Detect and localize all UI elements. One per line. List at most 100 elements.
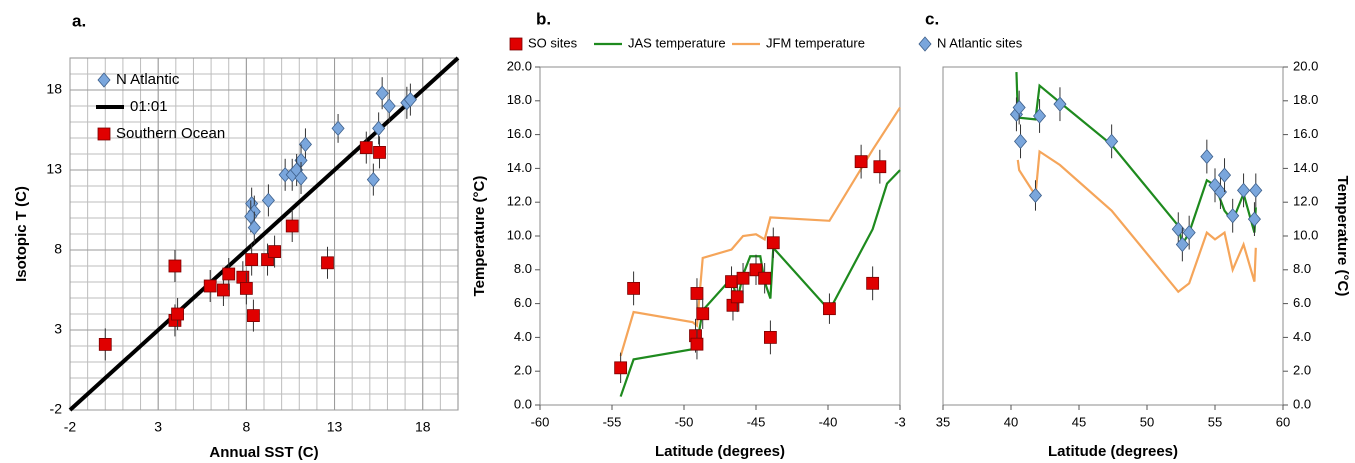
data-point [375,85,389,101]
data-point [1012,99,1026,116]
x-tick-label: 8 [242,419,250,435]
y-tick-label: 20.0 [1293,58,1318,73]
y-tick-label: 18 [46,81,62,97]
data-point [203,279,217,293]
legend-label: N Atlantic sites [937,35,1023,50]
data-point [1013,133,1028,149]
y-tick-label: 18.0 [1293,92,1318,107]
data-point [758,271,772,285]
data-point [696,307,710,321]
legend-symbol [97,127,111,141]
legend-label: SO sites [528,35,578,50]
legend-symbol [918,36,932,52]
y-tick-label: 18.0 [507,92,532,107]
x-axis-title: Annual SST (C) [209,444,318,461]
legend-symbol [97,72,111,88]
data-point [730,290,744,304]
y-tick-label: 2.0 [1293,363,1311,378]
y-tick-label: 10.0 [1293,227,1318,242]
data-point [1200,148,1214,165]
y-tick-label: 13 [46,161,62,177]
data-point [245,253,259,267]
y-tick-label: 8.0 [514,261,532,276]
legend-symbol [509,37,523,51]
data-point [247,309,260,323]
data-point [854,155,868,169]
y-tick-label: 6.0 [514,295,532,310]
y-tick-label: 4.0 [514,329,532,344]
data-point [285,219,299,233]
data-point [359,141,373,155]
y-tick-label: 3 [54,321,62,337]
x-tick-label: -55 [603,414,622,429]
data-point [268,245,281,259]
y-tick-label: 2.0 [514,363,532,378]
data-point [764,330,777,344]
data-point [331,120,345,137]
x-tick-label: -2 [64,419,77,435]
x-tick-label: -50 [675,414,694,429]
data-point [321,256,334,270]
panel-label: b. [536,9,551,28]
x-tick-label: 60 [1276,414,1290,429]
legend-label: 01:01 [130,98,168,115]
y-tick-label: 6.0 [1293,295,1311,310]
y-tick-label: -2 [50,401,63,417]
series-line [1016,149,1257,294]
x-tick-label: -60 [531,414,550,429]
y-tick-label: 12.0 [507,194,532,209]
data-point [866,276,880,290]
y-tick-label: 14.0 [507,160,532,175]
x-tick-label: 13 [327,419,343,435]
y-tick-label: 12.0 [1293,194,1318,209]
x-tick-label: 45 [1072,414,1086,429]
y-tick-label: 20.0 [507,58,532,73]
x-tick-label: 18 [415,419,431,435]
data-point [298,136,312,153]
y-tick-label: 0.0 [514,396,532,411]
data-point [1175,236,1189,253]
data-point [1247,211,1261,227]
data-point [168,259,182,273]
legend-label: Southern Ocean [116,125,225,142]
x-tick-label: 55 [1208,414,1222,429]
data-point [1171,221,1185,237]
data-point [1033,108,1047,124]
data-point [690,287,704,300]
x-axis-title: Latitude (degrees) [655,443,785,460]
y-tick-label: 8 [54,241,62,257]
legend-label: JFM temperature [766,35,865,50]
y-tick-label: 4.0 [1293,329,1311,344]
data-point [1053,96,1067,112]
data-point [627,281,640,295]
x-tick-label: 35 [936,414,950,429]
x-tick-label: -45 [747,414,766,429]
data-point [222,267,236,281]
data-point [725,275,738,289]
data-point [1226,208,1240,224]
data-point [690,337,704,351]
y-tick-label: 8.0 [1293,261,1311,276]
y-tick-label: 16.0 [507,126,532,141]
data-point [823,302,836,316]
data-point [873,160,887,174]
legend-label: JAS temperature [628,35,726,50]
panel-label: a. [72,11,86,30]
y-tick-label: 10.0 [507,227,532,242]
y-axis-title: Temperature (°C) [1334,176,1351,297]
data-point [247,219,261,236]
data-point [1105,133,1119,149]
data-point [372,120,386,137]
x-tick-label: 3 [154,419,162,435]
x-tick-label: 40 [1004,414,1018,429]
data-point [236,270,250,284]
data-point [171,307,184,321]
y-tick-label: 14.0 [1293,160,1318,175]
y-tick-label: 16.0 [1293,126,1318,141]
data-point [1217,167,1232,183]
y-tick-label: 0.0 [1293,396,1311,411]
data-point [614,361,628,375]
data-point [736,271,750,285]
data-point [294,170,308,186]
panel-label: c. [925,9,939,28]
